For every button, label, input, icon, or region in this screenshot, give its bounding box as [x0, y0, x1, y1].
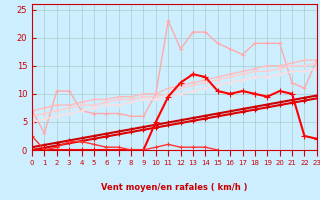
X-axis label: Vent moyen/en rafales ( km/h ): Vent moyen/en rafales ( km/h ) — [101, 183, 248, 192]
